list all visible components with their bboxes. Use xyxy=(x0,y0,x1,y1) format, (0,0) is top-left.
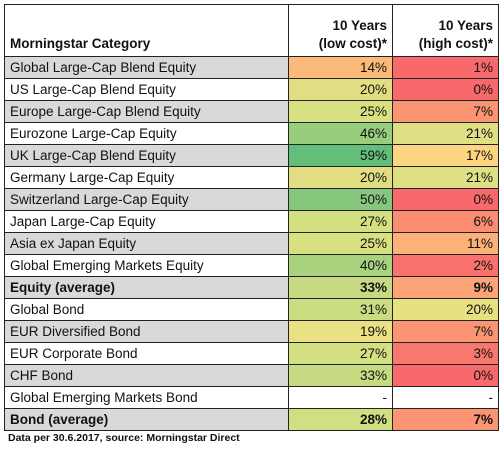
low-cost-value-cell: 31% xyxy=(288,298,393,321)
table-row: Eurozone Large-Cap Equity 46% 21% xyxy=(4,122,499,145)
table-row: Asia ex Japan Equity 25% 11% xyxy=(4,232,499,255)
table-row: EUR Diversified Bond 19% 7% xyxy=(4,320,499,343)
category-column-header: Morningstar Category xyxy=(4,4,289,57)
high-cost-value-cell: - xyxy=(392,386,499,409)
category-cell: US Large-Cap Blend Equity xyxy=(4,78,289,101)
table-row: Global Emerging Markets Bond - - xyxy=(4,386,499,409)
high-cost-value-cell: 0% xyxy=(392,364,499,387)
header-row: Morningstar Category 10 Years (low cost)… xyxy=(4,4,499,57)
high-cost-value-cell: 7% xyxy=(392,100,499,123)
low-cost-value-cell: 28% xyxy=(288,408,393,431)
high-cost-value-cell: 6% xyxy=(392,210,499,233)
table-row: Germany Large-Cap Equity 20% 21% xyxy=(4,166,499,189)
high-cost-value-cell: 2% xyxy=(392,254,499,277)
low-cost-value-cell: 20% xyxy=(288,78,393,101)
high-cost-value-cell: 17% xyxy=(392,144,499,167)
low-cost-value-cell: 27% xyxy=(288,342,393,365)
category-cell: Eurozone Large-Cap Equity xyxy=(4,122,289,145)
high-cost-value-cell: 21% xyxy=(392,122,499,145)
category-cell: Bond (average) xyxy=(4,408,289,431)
high-cost-value-cell: 0% xyxy=(392,78,499,101)
high-cost-value-cell: 9% xyxy=(392,276,499,299)
low-cost-value-cell: 33% xyxy=(288,276,393,299)
table-row: Switzerland Large-Cap Equity 50% 0% xyxy=(4,188,499,211)
table-row: Japan Large-Cap Equity 27% 6% xyxy=(4,210,499,233)
low-cost-value-cell: 25% xyxy=(288,232,393,255)
low-cost-value-cell: 19% xyxy=(288,320,393,343)
category-cell: Global Bond xyxy=(4,298,289,321)
low-cost-header-line2: (low cost)* xyxy=(318,36,387,51)
category-cell: Global Large-Cap Blend Equity xyxy=(4,56,289,79)
high-cost-value-cell: 7% xyxy=(392,408,499,431)
high-cost-value-cell: 1% xyxy=(392,56,499,79)
high-cost-value-cell: 3% xyxy=(392,342,499,365)
low-cost-value-cell: 40% xyxy=(288,254,393,277)
table-row: Equity (average) 33% 9% xyxy=(4,276,499,299)
table-row: UK Large-Cap Blend Equity 59% 17% xyxy=(4,144,499,167)
low-cost-value-cell: 33% xyxy=(288,364,393,387)
table-row: Bond (average) 28% 7% xyxy=(4,408,499,431)
high-cost-header-line2: (high cost)* xyxy=(418,36,493,51)
low-cost-value-cell: 50% xyxy=(288,188,393,211)
category-cell: Japan Large-Cap Equity xyxy=(4,210,289,233)
low-cost-value-cell: 20% xyxy=(288,166,393,189)
category-cell: Equity (average) xyxy=(4,276,289,299)
high-cost-header-line1: 10 Years xyxy=(438,18,493,33)
category-cell: Asia ex Japan Equity xyxy=(4,232,289,255)
table-row: US Large-Cap Blend Equity 20% 0% xyxy=(4,78,499,101)
high-cost-value-cell: 0% xyxy=(392,188,499,211)
table-row: Global Emerging Markets Equity 40% 2% xyxy=(4,254,499,277)
category-cell: Germany Large-Cap Equity xyxy=(4,166,289,189)
category-cell: UK Large-Cap Blend Equity xyxy=(4,144,289,167)
table-row: Global Bond 31% 20% xyxy=(4,298,499,321)
performance-table: Morningstar Category 10 Years (low cost)… xyxy=(4,4,499,431)
low-cost-value-cell: 27% xyxy=(288,210,393,233)
table-row: EUR Corporate Bond 27% 3% xyxy=(4,342,499,365)
low-cost-value-cell: 59% xyxy=(288,144,393,167)
table-body: Global Large-Cap Blend Equity 14% 1% US Lar… xyxy=(4,56,499,431)
table-row: Global Large-Cap Blend Equity 14% 1% xyxy=(4,56,499,79)
category-cell: Switzerland Large-Cap Equity xyxy=(4,188,289,211)
low-cost-value-cell: 46% xyxy=(288,122,393,145)
category-cell: Europe Large-Cap Blend Equity xyxy=(4,100,289,123)
category-cell: EUR Corporate Bond xyxy=(4,342,289,365)
low-cost-value-cell: 25% xyxy=(288,100,393,123)
category-header-label: Morningstar Category xyxy=(10,36,151,51)
category-cell: Global Emerging Markets Equity xyxy=(4,254,289,277)
high-cost-value-cell: 11% xyxy=(392,232,499,255)
low-cost-value-cell: 14% xyxy=(288,56,393,79)
table-row: Europe Large-Cap Blend Equity 25% 7% xyxy=(4,100,499,123)
low-cost-column-header: 10 Years (low cost)* xyxy=(288,4,393,57)
high-cost-value-cell: 7% xyxy=(392,320,499,343)
low-cost-value-cell: - xyxy=(288,386,393,409)
table-row: CHF Bond 33% 0% xyxy=(4,364,499,387)
category-cell: Global Emerging Markets Bond xyxy=(4,386,289,409)
category-cell: CHF Bond xyxy=(4,364,289,387)
high-cost-column-header: 10 Years (high cost)* xyxy=(392,4,499,57)
high-cost-value-cell: 20% xyxy=(392,298,499,321)
category-cell: EUR Diversified Bond xyxy=(4,320,289,343)
high-cost-value-cell: 21% xyxy=(392,166,499,189)
source-footnote: Data per 30.6.2017, source: Morningstar … xyxy=(8,432,240,444)
low-cost-header-line1: 10 Years xyxy=(332,18,387,33)
